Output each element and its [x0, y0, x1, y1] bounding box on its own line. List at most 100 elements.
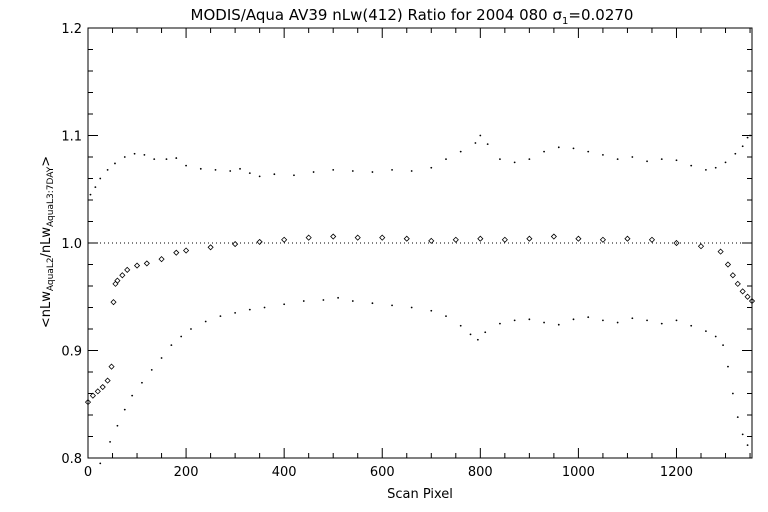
- upper-sigma-point: [89, 193, 92, 196]
- upper-sigma-point: [410, 170, 413, 172]
- lower-sigma-point: [170, 344, 173, 347]
- upper-sigma-point: [459, 150, 462, 153]
- y-axis-label-lt: <nLw: [39, 291, 54, 328]
- mean-ratio-point: [697, 243, 705, 250]
- upper-sigma-point: [114, 162, 116, 165]
- lower-sigma-point: [322, 299, 325, 301]
- mean-ratio-point: [119, 272, 126, 279]
- mean-ratio-point: [232, 241, 239, 248]
- lower-sigma-point: [646, 319, 648, 322]
- mean-ratio-point: [724, 261, 732, 268]
- lower-sigma-point: [116, 424, 119, 427]
- upper-sigma-point: [143, 153, 146, 156]
- lower-sigma-point: [513, 319, 516, 322]
- upper-sigma-point: [714, 166, 717, 169]
- mean-ratio-point: [599, 236, 606, 243]
- lower-sigma-point: [528, 318, 531, 321]
- upper-sigma-point: [741, 145, 744, 148]
- upper-sigma-point: [705, 169, 707, 171]
- mean-ratio-point: [477, 235, 484, 242]
- chart-title-sigma: σ: [553, 6, 563, 24]
- upper-sigma-point: [391, 169, 393, 171]
- upper-sigma-point: [746, 136, 749, 139]
- mean-ratio-point: [739, 288, 746, 295]
- upper-sigma-point: [332, 169, 335, 171]
- upper-sigma-point: [351, 170, 354, 172]
- data-points: [84, 134, 756, 465]
- mean-ratio-point: [403, 235, 410, 242]
- upper-sigma-point: [646, 160, 648, 163]
- upper-sigma-point: [486, 143, 489, 146]
- lower-sigma-point: [731, 392, 734, 395]
- mean-ratio-point: [94, 388, 101, 395]
- y-tick-label: 1.1: [61, 130, 82, 145]
- lower-sigma-point: [459, 324, 462, 327]
- upper-sigma-point: [690, 164, 693, 167]
- lower-sigma-point: [675, 319, 678, 322]
- lower-sigma-point: [557, 323, 560, 326]
- upper-sigma-point: [430, 166, 433, 169]
- mean-ratio-point: [550, 233, 557, 240]
- upper-sigma-point: [293, 174, 295, 177]
- upper-sigma-point: [660, 158, 663, 161]
- upper-sigma-point: [258, 175, 261, 178]
- lower-sigma-point: [263, 306, 266, 309]
- lower-sigma-point: [234, 311, 237, 314]
- upper-sigma-point: [199, 167, 202, 170]
- upper-sigma-point: [445, 158, 447, 161]
- lower-sigma-point: [391, 304, 393, 307]
- x-tick-label: 1000: [562, 465, 595, 480]
- y-tick-label: 0.9: [61, 345, 82, 360]
- chart-title: MODIS/Aqua AV39 nLw(412) Ratio for 2004 …: [191, 6, 634, 27]
- mean-ratio-point: [108, 363, 115, 370]
- upper-sigma-point: [153, 158, 156, 161]
- x-tick-label: 600: [370, 465, 395, 480]
- lower-sigma-point: [204, 320, 207, 323]
- y-tick-label: 1.2: [61, 22, 82, 37]
- lower-sigma-point: [616, 321, 619, 324]
- y-axis-label-sub1: AquaL2: [46, 257, 56, 291]
- upper-sigma-point: [724, 161, 727, 164]
- mean-ratio-point: [114, 277, 121, 284]
- mean-ratio-point: [734, 280, 741, 287]
- mean-ratio-point: [673, 239, 680, 247]
- mean-ratio-point: [110, 299, 117, 306]
- mean-ratio-point: [744, 293, 751, 300]
- mean-ratio-point: [452, 236, 459, 243]
- upper-sigma-point: [214, 169, 217, 171]
- lower-sigma-point: [180, 335, 183, 338]
- upper-sigma-point: [312, 171, 315, 173]
- chart-title-sigma-sub: 1: [562, 16, 568, 27]
- chart-title-sigma-value: =0.0270: [568, 6, 633, 24]
- upper-sigma-point: [474, 142, 477, 144]
- upper-sigma-point: [94, 186, 97, 189]
- lower-sigma-point: [445, 315, 447, 317]
- upper-sigma-point: [749, 134, 751, 137]
- upper-sigma-point: [229, 170, 232, 172]
- lower-sigma-point: [371, 302, 374, 305]
- mean-ratio-point: [428, 237, 435, 244]
- lower-sigma-point: [123, 408, 126, 411]
- upper-sigma-point: [528, 158, 531, 161]
- mean-ratio-point: [748, 297, 756, 305]
- lower-sigma-point: [660, 322, 663, 325]
- mean-ratio-point: [84, 399, 92, 406]
- mean-ratio-point: [89, 392, 96, 399]
- mean-ratio-point: [624, 235, 631, 242]
- lower-sigma-point: [587, 316, 590, 319]
- mean-ratio-point: [104, 377, 111, 384]
- lower-sigma-point: [602, 319, 604, 322]
- lower-sigma-point: [714, 335, 717, 338]
- mean-ratio-point: [281, 236, 288, 243]
- mean-ratio-point: [124, 266, 131, 273]
- lower-sigma-point: [430, 309, 433, 312]
- mean-ratio-point: [305, 234, 312, 241]
- lower-sigma-point: [248, 308, 251, 311]
- mean-ratio-point: [143, 260, 150, 267]
- lower-sigma-point: [741, 433, 744, 436]
- upper-sigma-point: [165, 158, 168, 161]
- lower-sigma-point: [131, 394, 134, 397]
- lower-sigma-point: [337, 296, 340, 299]
- mean-ratio-point: [501, 236, 508, 243]
